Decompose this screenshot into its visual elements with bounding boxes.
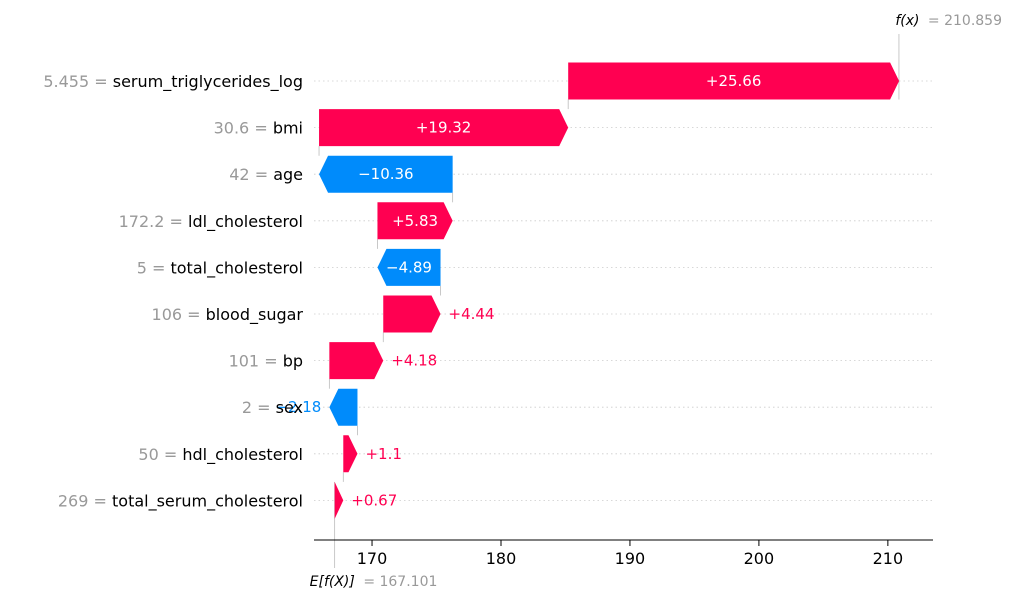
feature-name: total_serum_cholesterol bbox=[112, 491, 303, 511]
bar-value-label: +25.66 bbox=[706, 72, 762, 90]
feature-value: 101 = bbox=[229, 351, 283, 370]
bar-serum_triglycerides_log bbox=[568, 62, 900, 100]
feature-value: 30.6 = bbox=[214, 118, 273, 137]
base-value-label: E[f(X)] bbox=[310, 574, 355, 590]
output-value-label: f(x) bbox=[895, 13, 919, 29]
x-tick-label: 180 bbox=[486, 549, 517, 568]
feature-label: 30.6 = bmi bbox=[214, 118, 303, 137]
bar-total_serum_cholesterol bbox=[334, 481, 344, 519]
bar-value-label: +0.67 bbox=[351, 491, 397, 509]
bar-age bbox=[319, 155, 453, 193]
bar-blood_sugar bbox=[383, 295, 441, 333]
output-value-text: = 210.859 bbox=[928, 13, 1002, 29]
bar-value-label: +1.1 bbox=[365, 445, 401, 463]
feature-name: bp bbox=[283, 351, 303, 370]
feature-value: 106 = bbox=[152, 305, 206, 324]
feature-value: 2 = bbox=[242, 398, 276, 417]
feature-name: sex bbox=[276, 398, 303, 417]
feature-value: 5 = bbox=[137, 258, 171, 277]
feature-label: 5.455 = serum_triglycerides_log bbox=[43, 72, 303, 92]
base-value-text: = 167.101 bbox=[363, 574, 437, 590]
bar-bmi bbox=[319, 109, 569, 147]
feature-label: 5 = total_cholesterol bbox=[137, 258, 303, 278]
x-axis: 170 180 190 200 210 bbox=[314, 539, 933, 568]
bar-value-label: +5.83 bbox=[392, 212, 438, 230]
feature-value: 50 = bbox=[138, 444, 182, 463]
bar-sex bbox=[329, 388, 358, 426]
feature-label: 42 = age bbox=[229, 165, 303, 184]
feature-name: ldl_cholesterol bbox=[188, 211, 303, 231]
bar-value-label: +4.18 bbox=[391, 352, 437, 370]
x-tick-label: 170 bbox=[357, 549, 388, 568]
base-value-annotation: E[f(X)] = 167.101 bbox=[310, 574, 438, 590]
feature-value: 172.2 = bbox=[119, 211, 188, 230]
feature-name: serum_triglycerides_log bbox=[113, 72, 303, 92]
bar-value-label: +4.44 bbox=[449, 305, 495, 323]
bar-value-label: −2.18 bbox=[275, 398, 321, 416]
x-tick-label: 190 bbox=[615, 549, 646, 568]
x-tick-label: 200 bbox=[744, 549, 775, 568]
feature-label: 106 = blood_sugar bbox=[152, 305, 304, 325]
bar-value-label: −4.89 bbox=[386, 258, 432, 276]
bar-ldl_cholesterol bbox=[377, 202, 453, 240]
feature-name: bmi bbox=[273, 118, 303, 137]
feature-value: 5.455 = bbox=[43, 72, 112, 91]
bar-hdl_cholesterol bbox=[343, 435, 358, 473]
feature-name: blood_sugar bbox=[206, 305, 304, 325]
feature-label: 2 = sex bbox=[242, 398, 303, 417]
bar-value-label: −10.36 bbox=[358, 165, 414, 183]
feature-labels: 5.455 = serum_triglycerides_log 30.6 = bm… bbox=[43, 72, 303, 511]
annotations: f(x) = 210.859 E[f(X)] = 167.101 bbox=[310, 13, 1002, 590]
bar-bp bbox=[329, 342, 384, 380]
feature-label: 172.2 = ldl_cholesterol bbox=[119, 211, 303, 231]
feature-name: hdl_cholesterol bbox=[182, 444, 303, 464]
feature-name: total_cholesterol bbox=[170, 258, 303, 278]
feature-value: 269 = bbox=[58, 491, 112, 510]
feature-label: 101 = bp bbox=[229, 351, 303, 370]
feature-label: 269 = total_serum_cholesterol bbox=[58, 491, 303, 511]
output-value-annotation: f(x) = 210.859 bbox=[895, 13, 1002, 29]
feature-label: 50 = hdl_cholesterol bbox=[138, 444, 303, 464]
feature-name: age bbox=[273, 165, 303, 184]
bar-total_cholesterol bbox=[377, 248, 441, 286]
bars: +25.66 +19.32 −10.36 +5.83 −4.89 +4.44 +4.18 −2… bbox=[275, 62, 900, 519]
x-tick-label: 210 bbox=[873, 549, 904, 568]
bar-value-label: +19.32 bbox=[416, 119, 472, 137]
feature-value: 42 = bbox=[229, 165, 273, 184]
